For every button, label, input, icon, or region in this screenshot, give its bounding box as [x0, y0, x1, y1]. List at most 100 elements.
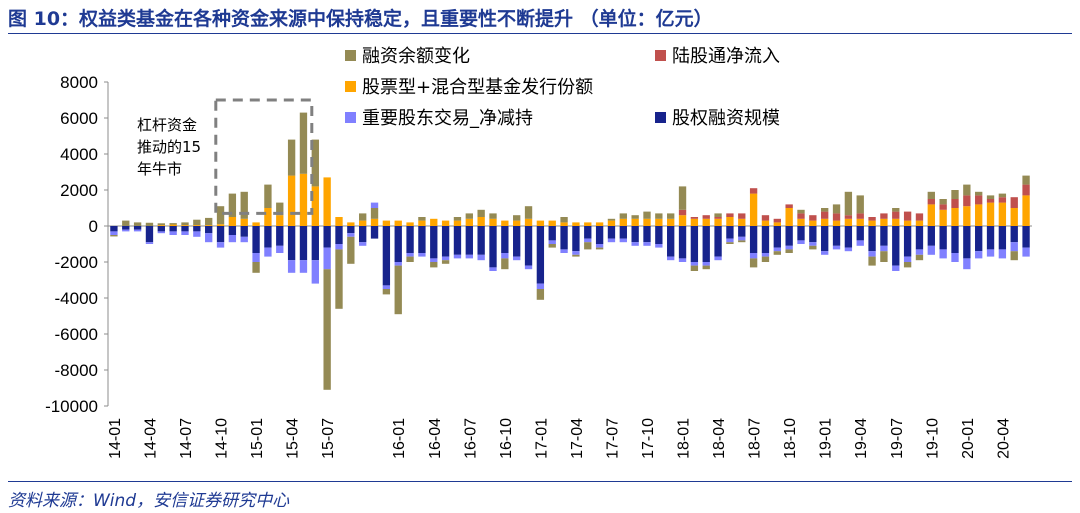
annotation-text: 杠杆资金	[137, 116, 197, 134]
bar-fund	[738, 218, 746, 226]
bar-margin	[122, 220, 130, 226]
y-tick-label: -8000	[55, 361, 98, 380]
bar-fund	[572, 222, 580, 226]
bar-margin	[927, 191, 935, 199]
bar-equity	[501, 226, 509, 253]
bar-fund	[181, 225, 189, 226]
bar-holder	[228, 235, 237, 243]
bar-northbound	[809, 215, 817, 221]
bar-equity	[619, 226, 627, 239]
bar-margin	[702, 265, 710, 270]
x-tick-label: 16-07	[462, 418, 479, 459]
bar-margin	[477, 209, 485, 217]
bar-fund	[359, 220, 367, 226]
bar-equity	[205, 226, 213, 234]
bar-holder	[311, 260, 319, 284]
bar-fund	[311, 186, 319, 226]
bar-holder	[1022, 247, 1030, 257]
figure-title: 图 10：权益类基金在各种资金来源中保持稳定，且重要性不断提升 （单位：亿元）	[8, 8, 713, 30]
bar-fund	[667, 218, 675, 226]
bar-fund	[880, 218, 888, 226]
bar-equity	[145, 226, 154, 243]
y-tick-label: 0	[89, 217, 98, 236]
legend-swatch-northbound	[655, 50, 666, 61]
bar-holder	[892, 265, 900, 271]
bar-margin	[986, 195, 995, 199]
bar-holder	[453, 254, 462, 259]
bar-holder	[524, 265, 533, 270]
bar-equity	[821, 226, 829, 252]
bar-equity	[441, 226, 450, 257]
bar-margin	[975, 191, 983, 196]
bar-northbound	[939, 204, 947, 210]
y-tick-label: 4000	[60, 145, 98, 164]
x-tick-label: 20-04	[995, 418, 1012, 459]
bar-fund	[903, 220, 912, 226]
bar-margin	[951, 190, 959, 199]
bar-holder	[501, 253, 509, 259]
bar-fund	[347, 222, 355, 226]
bar-holder	[335, 244, 343, 250]
x-tick-label: 19-04	[853, 418, 870, 459]
bar-holder	[809, 242, 817, 246]
x-tick-label: 16-04	[427, 418, 444, 459]
bar-holder	[406, 253, 414, 257]
bar-fund	[809, 220, 817, 226]
bar-northbound	[821, 211, 829, 219]
bar-fund	[370, 218, 379, 226]
axes	[104, 81, 1032, 407]
bar-equity	[631, 226, 639, 243]
bar-equity	[477, 226, 485, 255]
bar-holder	[216, 242, 225, 248]
stacked-bar-chart: 8000 6000 4000 2000 0 -2000 -4000 -6000 -8000 -10…	[45, 46, 1032, 459]
bar-fund	[406, 222, 414, 226]
bar-fund	[441, 220, 450, 226]
bar-equity	[595, 226, 604, 244]
bar-fund	[264, 208, 272, 226]
bar-holder	[548, 240, 556, 244]
bar-margin	[619, 213, 627, 219]
bar-holder	[441, 256, 450, 261]
legend-swatch-holder	[345, 112, 356, 123]
bar-fund	[761, 220, 770, 226]
bar-margin	[809, 245, 817, 250]
x-tick-label: 15-01	[249, 418, 266, 459]
bar-margin	[536, 289, 545, 300]
x-tick-label: 19-01	[818, 418, 835, 459]
bar-equity	[228, 226, 237, 235]
bar-margin	[430, 262, 438, 268]
bar-holder	[382, 285, 391, 289]
bar-fund	[430, 218, 438, 226]
bar-equity	[797, 226, 805, 241]
bar-fund	[821, 218, 829, 226]
x-tick-label: 19-07	[889, 418, 906, 459]
bar-holder	[287, 260, 296, 273]
bar-holder	[181, 231, 189, 235]
bar-fund	[513, 220, 521, 226]
bar-margin	[655, 213, 663, 219]
bar-margin	[761, 256, 770, 262]
bar-fund	[453, 220, 462, 226]
bar-margin	[560, 217, 568, 223]
bar-equity	[548, 226, 556, 241]
bar-northbound	[761, 215, 770, 221]
bar-holder	[655, 244, 663, 248]
bar-fund	[169, 224, 177, 226]
bar-northbound	[702, 215, 710, 219]
bar-equity	[418, 226, 426, 253]
x-tick-label: 16-10	[498, 418, 515, 459]
bar-fund	[584, 222, 592, 226]
bar-holder	[607, 238, 616, 243]
bar-margin	[110, 235, 118, 237]
bar-margin	[287, 139, 296, 176]
x-tick-label: 17-04	[569, 418, 586, 459]
bar-holder	[370, 202, 379, 208]
bar-fund	[335, 217, 343, 226]
bar-northbound	[1022, 184, 1030, 196]
bar-holder	[264, 247, 272, 257]
bar-margin	[667, 213, 675, 219]
bar-equity	[892, 226, 900, 266]
bar-holder	[702, 262, 710, 266]
bar-margin	[169, 223, 177, 225]
